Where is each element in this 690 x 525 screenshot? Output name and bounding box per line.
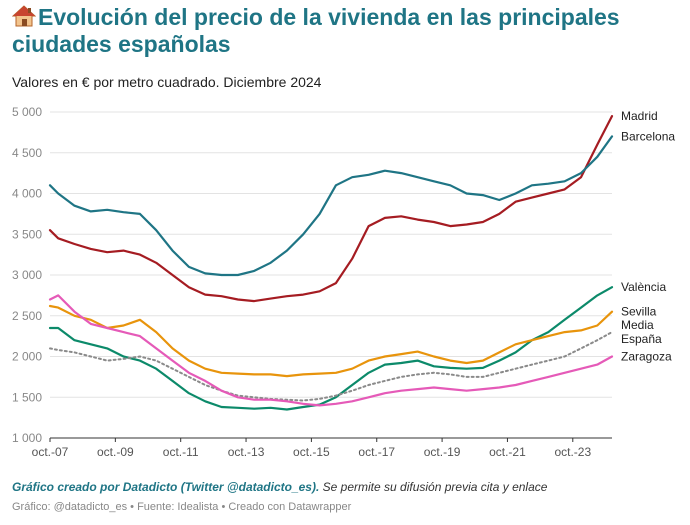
grid-layer xyxy=(50,111,612,439)
y-tick-label: 2 500 xyxy=(12,309,42,323)
axis-layer: 1 000 1 500 2 000 2 500 3 000 3 500 4 000 4 500… xyxy=(12,105,591,459)
chart-subtitle: Valores en € por metro cuadrado. Diciemb… xyxy=(12,74,322,90)
x-tick-label: oct.-07 xyxy=(32,445,69,459)
chart-title: Evolución del precio de la vivienda en l… xyxy=(11,4,680,58)
y-tick-label: 3 500 xyxy=(12,227,42,241)
x-tick-label: oct.-11 xyxy=(163,445,199,459)
x-tick-label: oct.-13 xyxy=(228,445,265,459)
y-tick-label: 4 500 xyxy=(12,146,42,160)
series-line-zaragoza xyxy=(48,294,614,407)
y-tick-label: 2 000 xyxy=(12,350,42,364)
y-tick-label: 4 000 xyxy=(12,187,42,201)
x-tick-label: oct.-15 xyxy=(293,445,330,459)
series-label-media-españa: Media xyxy=(621,318,654,332)
x-tick-label: oct.-21 xyxy=(489,445,526,459)
x-tick-label: oct.-09 xyxy=(97,445,134,459)
series-label-valència: València xyxy=(621,280,666,294)
x-tick-label: oct.-23 xyxy=(554,445,591,459)
series-line-media-españa xyxy=(49,331,613,402)
chart-title-text: Evolución del precio de la vivienda en l… xyxy=(12,4,620,57)
x-tick-label: oct.-17 xyxy=(358,445,395,459)
line-chart: 1 000 1 500 2 000 2 500 3 000 3 500 4 000 4 500… xyxy=(12,105,675,459)
series-label-zaragoza: Zaragoza xyxy=(621,350,672,364)
series-line-sevilla xyxy=(48,304,614,378)
y-tick-label: 1 500 xyxy=(12,390,42,404)
footer-credit-line: Gráfico creado por Datadicto (Twitter @d… xyxy=(12,480,547,494)
series-line-madrid xyxy=(48,115,614,303)
y-tick-label: 5 000 xyxy=(12,105,42,119)
series-label-madrid: Madrid xyxy=(621,109,658,123)
series-label-barcelona: Barcelona xyxy=(621,129,675,143)
series-label-media-españa: España xyxy=(621,332,662,346)
x-tick-label: oct.-19 xyxy=(424,445,461,459)
y-tick-label: 3 000 xyxy=(12,268,42,282)
house-icon xyxy=(11,5,37,27)
footer-credit: Gráfico creado por Datadicto (Twitter @d… xyxy=(12,480,320,494)
footer-meta: Gráfico: @datadicto_es • Fuente: Idealis… xyxy=(12,501,352,513)
series-label-sevilla: Sevilla xyxy=(621,305,657,319)
series-layer xyxy=(48,115,614,411)
series-line-barcelona xyxy=(48,135,614,277)
series-line-valència xyxy=(48,286,614,411)
y-tick-label: 1 000 xyxy=(12,431,42,445)
label-layer: Madrid Barcelona València SevillaMediaEspañ… xyxy=(621,109,675,363)
footer-note: Se permite su difusión previa cita y enl… xyxy=(322,480,548,494)
